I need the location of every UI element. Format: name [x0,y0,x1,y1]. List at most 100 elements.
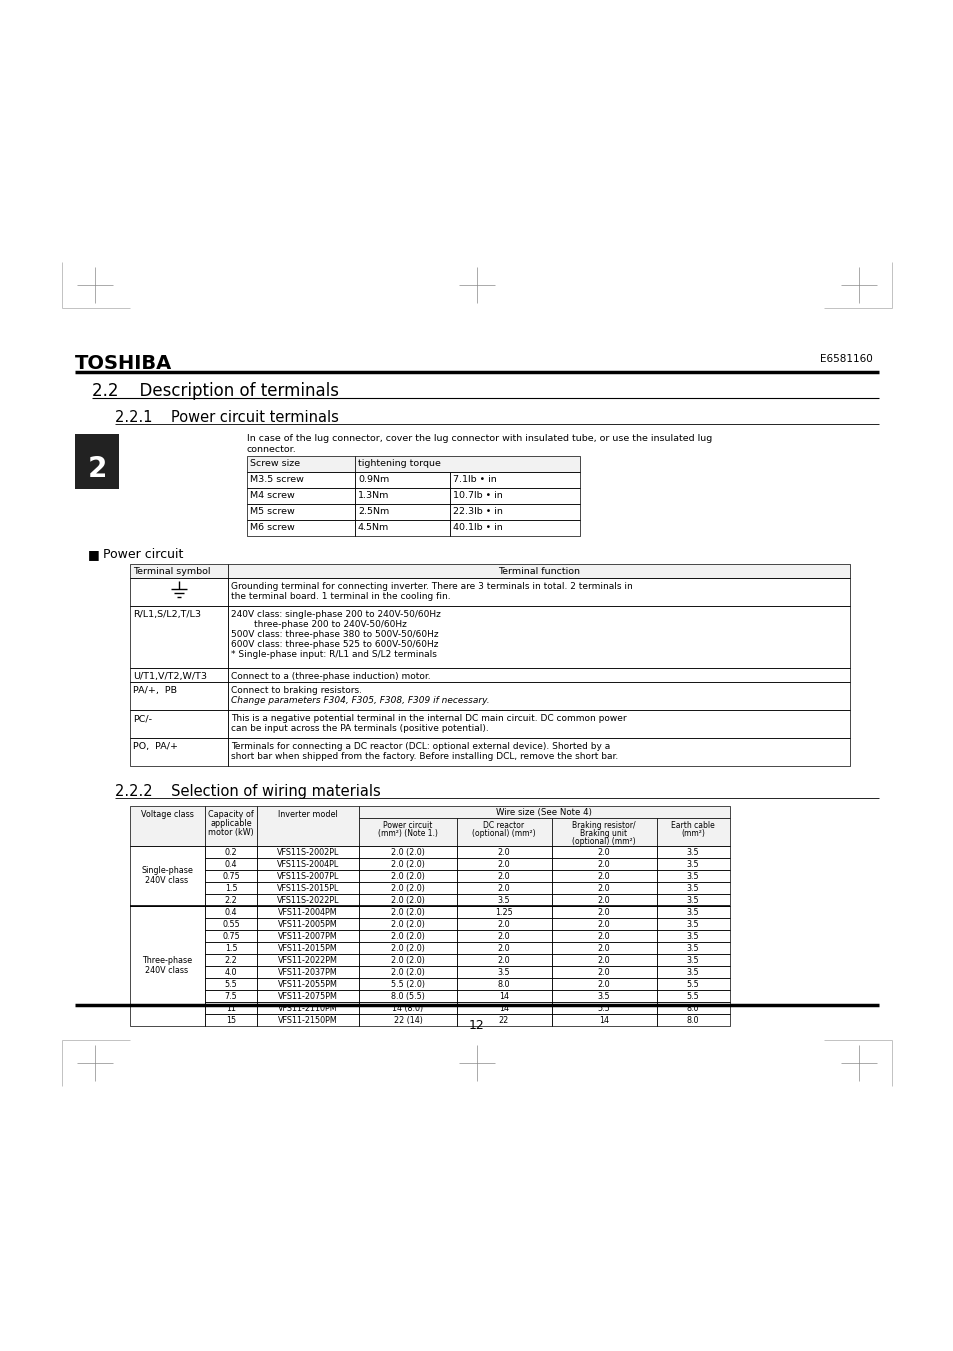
Bar [355,457,579,471]
Text: Earth cable: Earth cable [670,821,714,830]
Text: 3.5: 3.5 [598,992,610,1001]
Text: 40.1lb • in: 40.1lb • in [453,523,502,532]
Bar [657,954,729,966]
Text: 2.0: 2.0 [598,969,610,977]
Text: In case of the lug connector, cover the lug connector with insulated tube, or us: In case of the lug connector, cover the … [247,434,712,443]
Bar [205,882,256,894]
Text: 2.0 (2.0): 2.0 (2.0) [391,932,424,942]
Bar [355,488,450,504]
Bar [256,894,358,907]
Text: 0.2: 0.2 [225,848,237,857]
Bar [130,711,228,738]
Text: 1.3Nm: 1.3Nm [357,490,389,500]
Bar [130,578,228,607]
Text: 4.0: 4.0 [225,969,237,977]
Text: 2: 2 [88,455,107,484]
Bar [205,978,256,990]
Text: 2.2.2    Selection of wiring materials: 2.2.2 Selection of wiring materials [115,784,380,798]
Bar [450,471,579,488]
Bar [552,894,657,907]
Text: R/L1,S/L2,T/L3: R/L1,S/L2,T/L3 [132,611,201,619]
Bar [205,907,256,917]
Bar [657,966,729,978]
Bar [355,504,450,520]
Text: VFS11-2110PM: VFS11-2110PM [278,1004,337,1013]
Text: 5.5: 5.5 [597,1004,610,1013]
Bar [358,870,456,882]
Bar [256,929,358,942]
Text: 8.0: 8.0 [686,1016,699,1025]
Text: Voltage class: Voltage class [140,811,193,819]
Text: three-phase 200 to 240V-50/60Hz: three-phase 200 to 240V-50/60Hz [231,620,406,630]
Bar [358,807,729,817]
Text: VFS11-2075PM: VFS11-2075PM [277,992,337,1001]
Text: VFS11S-2002PL: VFS11S-2002PL [276,848,339,857]
Bar [450,520,579,536]
Bar [205,954,256,966]
Text: 5.5 (2.0): 5.5 (2.0) [391,979,424,989]
Text: 2.2: 2.2 [224,896,237,905]
Bar [657,882,729,894]
Text: VFS11-2022PM: VFS11-2022PM [277,957,337,965]
Text: 2.0: 2.0 [497,871,510,881]
Bar [358,858,456,870]
Text: 3.5: 3.5 [686,908,699,917]
Bar [205,990,256,1002]
Text: (optional) (mm²): (optional) (mm²) [472,830,536,838]
Text: Grounding terminal for connecting inverter. There are 3 terminals in total. 2 te: Grounding terminal for connecting invert… [231,582,632,590]
Text: Connect to braking resistors.: Connect to braking resistors. [231,686,361,694]
Bar [456,1015,552,1025]
Text: VFS11S-2004PL: VFS11S-2004PL [276,861,338,869]
Bar [552,917,657,929]
Bar [657,894,729,907]
Bar [552,954,657,966]
Bar [205,1002,256,1015]
Text: VFS11S-2022PL: VFS11S-2022PL [276,896,339,905]
Text: VFS11-2007PM: VFS11-2007PM [278,932,337,942]
Bar [256,858,358,870]
Bar [355,520,450,536]
Bar [657,870,729,882]
Text: Capacity of: Capacity of [208,811,253,819]
Text: 2.0 (2.0): 2.0 (2.0) [391,884,424,893]
Bar [228,563,849,578]
Text: 2.0: 2.0 [598,871,610,881]
Text: 240V class: 240V class [145,875,189,885]
Bar [256,807,358,846]
Text: 10.7lb • in: 10.7lb • in [453,490,502,500]
Text: 11: 11 [226,1004,235,1013]
Text: 3.5: 3.5 [686,969,699,977]
Bar [205,894,256,907]
Bar [130,682,228,711]
Text: short bar when shipped from the factory. Before installing DCL, remove the short: short bar when shipped from the factory.… [231,753,618,761]
Bar [256,846,358,858]
Bar [456,858,552,870]
Bar [358,817,456,846]
Text: 1.25: 1.25 [495,908,513,917]
Text: 2.0 (2.0): 2.0 (2.0) [391,871,424,881]
Text: Braking unit: Braking unit [579,830,627,838]
Text: Power circuit: Power circuit [103,549,183,561]
Text: 0.4: 0.4 [225,908,237,917]
Bar [456,846,552,858]
Bar [552,978,657,990]
Text: connector.: connector. [247,444,296,454]
Bar [228,607,849,667]
Bar [552,870,657,882]
Bar [456,1002,552,1015]
Bar [456,954,552,966]
Text: VFS11-2037PM: VFS11-2037PM [278,969,337,977]
Text: M4 screw: M4 screw [250,490,294,500]
Text: 3.5: 3.5 [686,896,699,905]
Bar [552,990,657,1002]
Text: PA/+,  PB: PA/+, PB [132,686,177,694]
Bar [130,667,228,682]
Text: Terminals for connecting a DC reactor (DCL: optional external device). Shorted b: Terminals for connecting a DC reactor (D… [231,742,610,751]
Text: 2.0: 2.0 [497,861,510,869]
Text: 240V class: 240V class [145,966,189,975]
Bar [358,942,456,954]
Text: 1.5: 1.5 [225,884,237,893]
Bar [456,894,552,907]
Bar [456,907,552,917]
Bar [657,942,729,954]
